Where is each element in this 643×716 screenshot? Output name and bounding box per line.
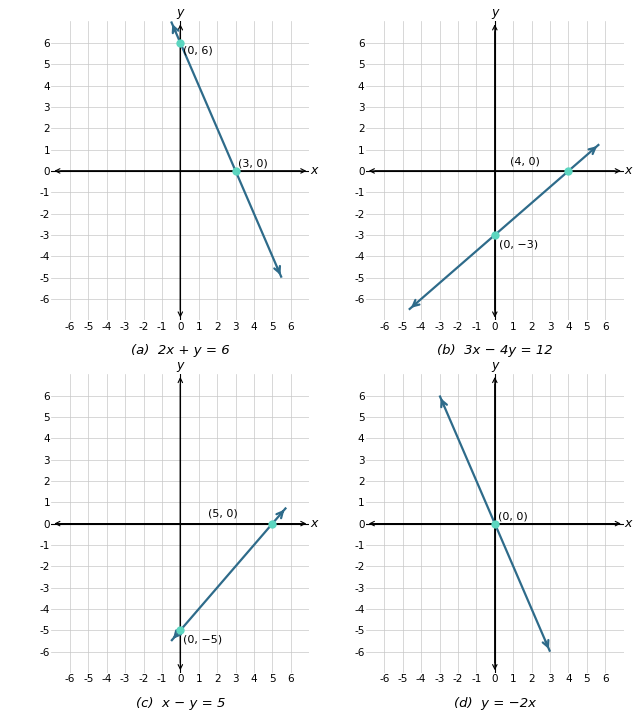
Text: y: y (177, 359, 184, 372)
Text: (c)  x − y = 5: (c) x − y = 5 (136, 697, 225, 710)
Text: (d)  y = −2x: (d) y = −2x (454, 697, 536, 710)
Text: x: x (624, 165, 632, 178)
Text: (5, 0): (5, 0) (208, 509, 238, 519)
Text: (b)  3x − 4y = 12: (b) 3x − 4y = 12 (437, 344, 552, 357)
Text: y: y (491, 6, 498, 19)
Text: (0, 6): (0, 6) (183, 45, 213, 55)
Text: (0, −5): (0, −5) (183, 635, 222, 645)
Text: x: x (624, 517, 632, 530)
Text: (0, 0): (0, 0) (498, 511, 527, 521)
Text: (3, 0): (3, 0) (239, 158, 268, 168)
Text: y: y (177, 6, 184, 19)
Text: (a)  2x + y = 6: (a) 2x + y = 6 (131, 344, 230, 357)
Text: x: x (310, 165, 318, 178)
Text: (0, −3): (0, −3) (498, 240, 538, 250)
Text: x: x (310, 517, 318, 530)
Text: y: y (491, 359, 498, 372)
Text: (4, 0): (4, 0) (509, 156, 539, 166)
